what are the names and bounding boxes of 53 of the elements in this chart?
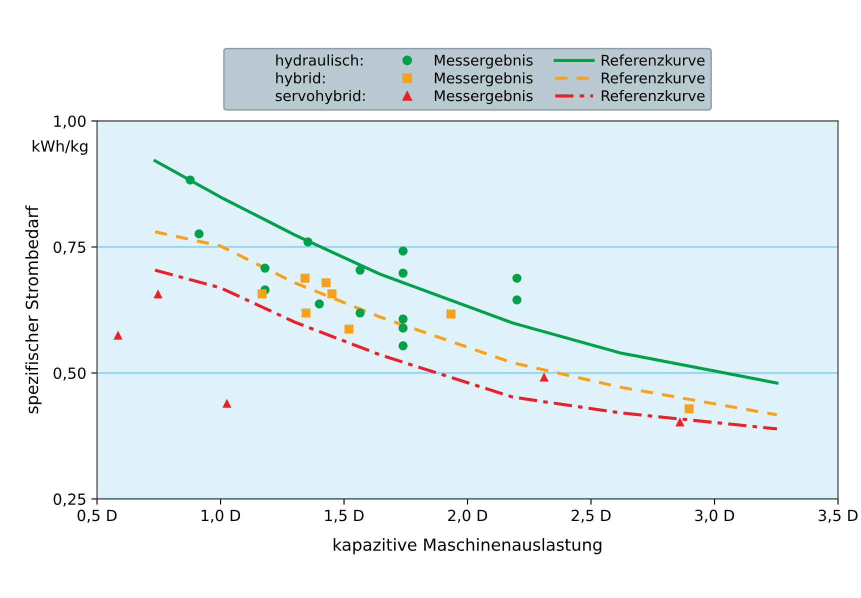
point bbox=[684, 404, 694, 414]
x-tick-label: 2,5 D bbox=[572, 510, 611, 523]
point bbox=[314, 299, 324, 308]
point bbox=[356, 266, 365, 275]
x-tick-label: 1,0 D bbox=[202, 510, 240, 523]
point bbox=[303, 237, 312, 246]
legend-label: Messergebnis bbox=[434, 72, 533, 86]
point bbox=[398, 324, 408, 333]
text: kWh/kg bbox=[32, 140, 88, 155]
y-axis-title: spezifischer Strombedarf bbox=[25, 205, 42, 414]
text: servohybrid: bbox=[276, 90, 365, 104]
point bbox=[540, 372, 549, 382]
point bbox=[398, 268, 408, 278]
x-axis-title: kapazitive Maschinenauslastung bbox=[334, 538, 602, 554]
x-tick-label: 3,0 D bbox=[695, 510, 734, 523]
point bbox=[327, 289, 336, 298]
text: hybrid: bbox=[276, 72, 325, 86]
y-tick-label: 0,75 bbox=[54, 241, 86, 255]
point bbox=[154, 289, 163, 298]
point bbox=[344, 324, 354, 334]
y-tick-label: 0,50 bbox=[54, 367, 86, 381]
point bbox=[398, 341, 408, 350]
legend-label: Messergebnis bbox=[434, 90, 533, 104]
x-tick-label: 3,5 D bbox=[818, 510, 858, 523]
x-tick-label: 2,0 D bbox=[448, 510, 488, 523]
point bbox=[186, 175, 195, 184]
point bbox=[114, 330, 123, 340]
point bbox=[398, 246, 408, 256]
point bbox=[321, 278, 330, 288]
point bbox=[446, 310, 456, 319]
point bbox=[260, 264, 270, 273]
point bbox=[398, 314, 408, 324]
legend-label: Referenzkurve bbox=[602, 54, 705, 66]
line-series bbox=[154, 268, 779, 430]
y-tick-label: 0,25 bbox=[54, 493, 86, 507]
point bbox=[301, 308, 310, 318]
y-tick-label: 1,00 bbox=[54, 115, 86, 129]
point bbox=[194, 229, 204, 238]
legend-label: Referenzkurve bbox=[602, 72, 705, 84]
point bbox=[222, 398, 232, 408]
text: hydraulisch: bbox=[276, 54, 362, 69]
point bbox=[675, 417, 684, 426]
point bbox=[300, 274, 310, 283]
x-tick-label: 1,5 D bbox=[325, 510, 364, 523]
point bbox=[356, 308, 365, 318]
legend-label: Referenzkurve bbox=[602, 90, 705, 102]
x-tick-label: 0,5 D bbox=[78, 510, 117, 523]
point bbox=[512, 274, 522, 283]
line-series bbox=[154, 230, 779, 416]
point bbox=[258, 289, 267, 298]
point bbox=[512, 295, 522, 304]
legend-label: Messergebnis bbox=[434, 54, 533, 69]
line-series bbox=[154, 159, 779, 385]
